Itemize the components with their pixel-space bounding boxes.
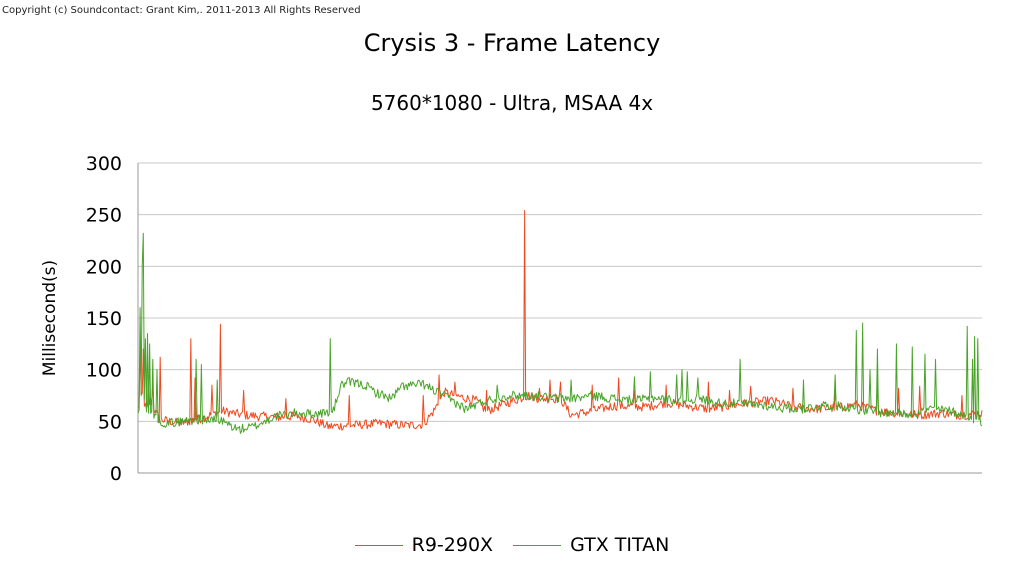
y-axis-ticks: 0 50 100 150 200 250 300 — [86, 153, 122, 485]
series-line-r9-290x — [137, 210, 983, 431]
chart-subtitle: 5760*1080 - Ultra, MSAA 4x — [370, 91, 654, 115]
chart-title: Crysis 3 - Frame Latency — [363, 29, 661, 57]
y-tick-label: 0 — [110, 463, 122, 485]
y-tick-label: 50 — [98, 411, 122, 433]
grid-lines — [137, 162, 982, 474]
series-line-gtx-titan — [137, 232, 983, 434]
legend-label-gtx-titan: GTX TITAN — [570, 534, 670, 556]
y-tick-label: 100 — [86, 360, 122, 382]
y-axis-label: Millisecond(s) — [40, 260, 60, 376]
legend-item-gtx-titan: GTX TITAN — [513, 534, 669, 556]
y-tick-label: 300 — [86, 153, 122, 175]
y-tick-label: 200 — [86, 256, 122, 278]
legend-item-r9-290x: R9-290X — [354, 534, 494, 556]
copyright-notice: Copyright (c) Soundcontact: Grant Kim,. … — [2, 5, 361, 16]
legend: R9-290X GTX TITAN — [0, 534, 1024, 556]
legend-swatch-r9-290x — [354, 544, 403, 546]
series-layer — [137, 210, 983, 434]
legend-swatch-gtx-titan — [513, 544, 562, 546]
y-tick-label: 250 — [86, 205, 122, 227]
y-tick-label: 150 — [86, 308, 122, 330]
legend-label-r9-290x: R9-290X — [411, 534, 494, 556]
